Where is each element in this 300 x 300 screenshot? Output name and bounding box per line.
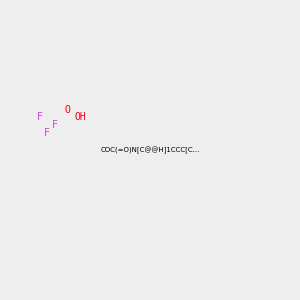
Text: OH: OH bbox=[74, 112, 86, 122]
Text: F: F bbox=[37, 112, 43, 122]
Text: F: F bbox=[44, 128, 50, 138]
Text: F: F bbox=[52, 120, 58, 130]
Text: COC(=O)N[C@@H]1CCC[C...: COC(=O)N[C@@H]1CCC[C... bbox=[100, 146, 200, 154]
Text: O: O bbox=[64, 105, 70, 115]
